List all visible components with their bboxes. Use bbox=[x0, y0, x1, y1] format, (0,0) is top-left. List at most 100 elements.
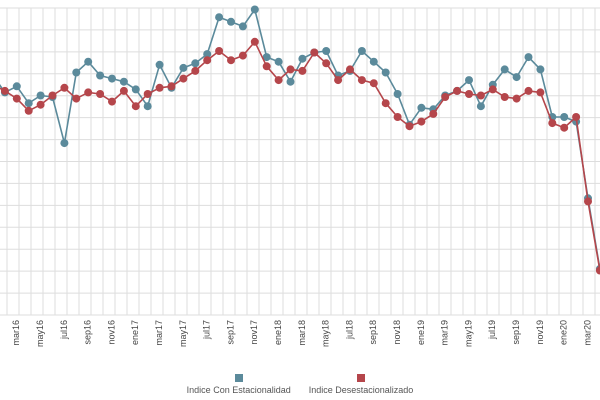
data-point[interactable] bbox=[595, 266, 600, 275]
data-point[interactable] bbox=[119, 77, 128, 86]
data-point[interactable] bbox=[155, 83, 164, 92]
data-point[interactable] bbox=[512, 73, 521, 82]
legend-item-series-2[interactable]: Indice Desestacionalizado bbox=[309, 373, 413, 395]
data-point[interactable] bbox=[488, 85, 497, 94]
data-point[interactable] bbox=[381, 99, 390, 108]
data-point[interactable] bbox=[334, 76, 343, 85]
data-point[interactable] bbox=[548, 119, 557, 128]
data-point[interactable] bbox=[322, 59, 331, 68]
data-point[interactable] bbox=[191, 59, 200, 68]
data-point[interactable] bbox=[215, 47, 224, 55]
data-point[interactable] bbox=[179, 63, 188, 72]
data-point[interactable] bbox=[560, 123, 569, 132]
data-point[interactable] bbox=[298, 54, 307, 63]
data-point[interactable] bbox=[238, 22, 247, 31]
data-point[interactable] bbox=[500, 93, 509, 101]
data-point[interactable] bbox=[524, 53, 533, 62]
legend: Indice Con Estacionalidad Indice Desesta… bbox=[0, 372, 600, 396]
x-tick-label: ene18 bbox=[273, 320, 283, 345]
data-point[interactable] bbox=[476, 102, 485, 111]
data-point[interactable] bbox=[405, 122, 414, 131]
data-point[interactable] bbox=[72, 94, 81, 103]
data-point[interactable] bbox=[0, 86, 9, 95]
data-point[interactable] bbox=[262, 62, 271, 71]
data-point[interactable] bbox=[536, 88, 545, 97]
data-point[interactable] bbox=[346, 65, 354, 74]
data-point[interactable] bbox=[179, 74, 188, 83]
data-point[interactable] bbox=[167, 82, 176, 91]
data-point[interactable] bbox=[393, 90, 402, 98]
x-tick-label: nov17 bbox=[249, 320, 259, 345]
data-point[interactable] bbox=[24, 106, 33, 115]
data-point[interactable] bbox=[322, 47, 331, 55]
data-point[interactable] bbox=[584, 197, 592, 206]
data-point[interactable] bbox=[48, 91, 57, 100]
data-point[interactable] bbox=[238, 51, 247, 60]
data-point[interactable] bbox=[12, 82, 21, 91]
data-point[interactable] bbox=[369, 57, 378, 66]
data-point[interactable] bbox=[572, 113, 581, 121]
x-tick-label: sep16 bbox=[83, 320, 93, 345]
data-point[interactable] bbox=[417, 117, 426, 126]
data-point[interactable] bbox=[465, 90, 473, 98]
legend-item-series-1[interactable]: Indice Con Estacionalidad bbox=[187, 373, 291, 395]
data-point[interactable] bbox=[84, 88, 93, 97]
data-point[interactable] bbox=[500, 65, 509, 74]
data-point[interactable] bbox=[274, 76, 283, 85]
data-point[interactable] bbox=[381, 68, 390, 77]
data-point[interactable] bbox=[429, 109, 438, 118]
data-point[interactable] bbox=[84, 57, 93, 66]
data-point[interactable] bbox=[191, 66, 200, 75]
data-point[interactable] bbox=[143, 102, 152, 111]
series-layer bbox=[0, 5, 600, 275]
x-tick-label: may17 bbox=[178, 320, 188, 347]
data-point[interactable] bbox=[72, 68, 81, 77]
data-point[interactable] bbox=[203, 50, 212, 59]
data-point[interactable] bbox=[36, 91, 45, 100]
data-point[interactable] bbox=[250, 5, 259, 14]
data-point[interactable] bbox=[393, 113, 402, 121]
data-point[interactable] bbox=[36, 100, 45, 109]
data-point[interactable] bbox=[250, 37, 259, 46]
x-tick-label: mar19 bbox=[440, 320, 450, 346]
line-chart: ene16mar16may16jul16sep16nov16ene17mar17… bbox=[0, 5, 600, 347]
data-point[interactable] bbox=[131, 85, 140, 94]
data-point[interactable] bbox=[465, 76, 473, 85]
data-point[interactable] bbox=[96, 90, 105, 98]
data-point[interactable] bbox=[155, 60, 164, 69]
data-point[interactable] bbox=[131, 102, 140, 111]
data-point[interactable] bbox=[143, 90, 152, 98]
data-point[interactable] bbox=[298, 66, 307, 75]
data-point[interactable] bbox=[357, 76, 366, 85]
data-point[interactable] bbox=[512, 94, 521, 103]
data-point[interactable] bbox=[108, 74, 116, 83]
data-point[interactable] bbox=[560, 113, 569, 121]
data-point[interactable] bbox=[476, 91, 485, 100]
data-point[interactable] bbox=[60, 139, 69, 148]
data-point[interactable] bbox=[536, 65, 545, 74]
data-point[interactable] bbox=[12, 94, 21, 103]
series-2 bbox=[0, 37, 600, 275]
data-point[interactable] bbox=[24, 99, 33, 108]
data-point[interactable] bbox=[453, 86, 462, 95]
data-point[interactable] bbox=[227, 17, 235, 26]
data-point[interactable] bbox=[369, 79, 378, 88]
data-point[interactable] bbox=[524, 86, 533, 95]
data-point[interactable] bbox=[286, 77, 295, 86]
data-point[interactable] bbox=[108, 97, 116, 106]
data-point[interactable] bbox=[310, 48, 319, 57]
data-point[interactable] bbox=[441, 93, 450, 101]
data-point[interactable] bbox=[262, 53, 271, 62]
data-point[interactable] bbox=[215, 13, 224, 22]
data-point[interactable] bbox=[274, 57, 283, 66]
data-point[interactable] bbox=[119, 86, 128, 95]
data-point[interactable] bbox=[357, 47, 366, 55]
data-point[interactable] bbox=[60, 83, 69, 92]
data-point[interactable] bbox=[96, 71, 105, 80]
data-point[interactable] bbox=[203, 56, 212, 65]
x-tick-label: mar17 bbox=[154, 320, 164, 346]
data-point[interactable] bbox=[286, 65, 295, 74]
data-point[interactable] bbox=[417, 103, 426, 112]
x-tick-label: jul18 bbox=[344, 320, 354, 340]
data-point[interactable] bbox=[227, 56, 235, 65]
